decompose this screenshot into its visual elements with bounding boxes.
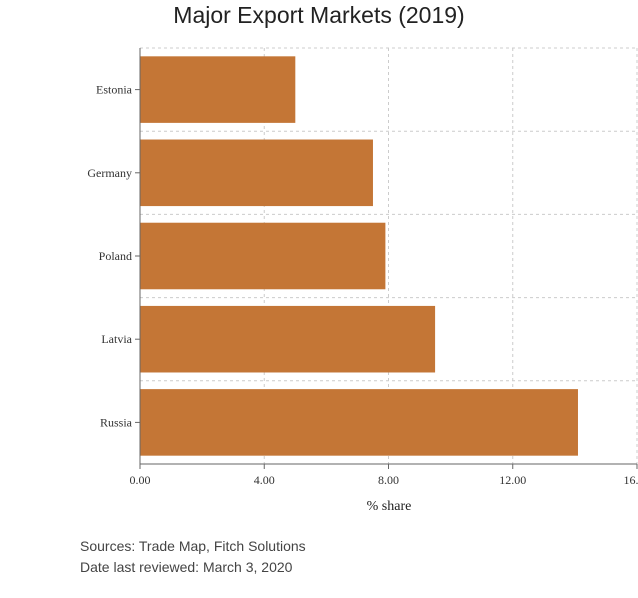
bar-estonia	[140, 56, 296, 123]
bar-chart: 0.00 4.00 8.00 12.00 16.00 Estonia Germany Pola…	[87, 47, 638, 514]
bar-latvia	[140, 305, 436, 373]
review-date-note: Date last reviewed: March 3, 2020	[80, 559, 293, 575]
labels: 0.00 4.00 8.00 12.00 16.00 Estonia Germany Pola…	[87, 83, 638, 487]
x-axis-label: % share	[367, 499, 412, 514]
axes	[135, 48, 638, 469]
sources-note: Sources: Trade Map, Fitch Solutions	[80, 538, 306, 554]
y-tick-label: Estonia	[96, 83, 133, 97]
x-tick-label: 4.00	[254, 473, 275, 487]
x-tick-label: 12.00	[499, 473, 526, 487]
x-tick-label: 16.00	[624, 473, 638, 487]
x-tick-label: 0.00	[130, 473, 151, 487]
y-tick-label: Russia	[100, 415, 133, 429]
bar-poland	[140, 222, 386, 290]
bars	[140, 56, 578, 456]
bar-germany	[140, 139, 373, 207]
bar-russia	[140, 389, 578, 456]
x-tick-label: 8.00	[378, 473, 399, 487]
y-tick-label: Germany	[87, 166, 132, 180]
chart-title: Major Export Markets (2019)	[173, 2, 465, 28]
y-tick-label: Latvia	[101, 332, 132, 346]
y-tick-label: Poland	[99, 249, 132, 263]
